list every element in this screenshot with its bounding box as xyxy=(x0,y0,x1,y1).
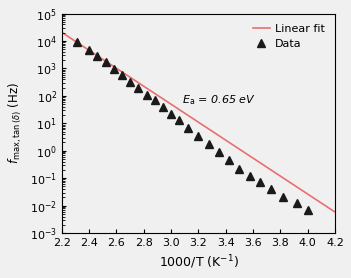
Data xyxy=(144,93,148,96)
Data xyxy=(237,167,241,170)
Linear fit xyxy=(333,210,337,214)
Data xyxy=(75,41,79,44)
Data xyxy=(87,48,91,51)
Data xyxy=(196,134,200,137)
Text: $E_{\rm a}$ = 0.65 eV: $E_{\rm a}$ = 0.65 eV xyxy=(182,93,256,107)
Data xyxy=(128,80,132,84)
Linear fit xyxy=(223,138,227,141)
Data xyxy=(153,99,157,102)
Data xyxy=(248,174,252,178)
Data xyxy=(217,150,221,154)
Data xyxy=(169,112,173,116)
Data xyxy=(185,126,190,129)
Data xyxy=(269,187,273,191)
Data xyxy=(177,118,181,122)
Data xyxy=(295,202,299,205)
X-axis label: 1000/T (K$^{-1}$): 1000/T (K$^{-1}$) xyxy=(159,254,238,271)
Y-axis label: $f_{\mathrm{max,tan}\,(\delta)}$ (Hz): $f_{\mathrm{max,tan}\,(\delta)}$ (Hz) xyxy=(7,82,24,164)
Linear fit xyxy=(307,193,312,197)
Linear fit xyxy=(290,182,294,185)
Linear fit xyxy=(61,31,65,35)
Data xyxy=(161,106,165,109)
Data xyxy=(95,54,99,58)
Data xyxy=(226,158,231,162)
Data xyxy=(112,67,116,71)
Data xyxy=(258,181,262,184)
Line: Data: Data xyxy=(73,38,312,214)
Data xyxy=(306,208,310,212)
Data xyxy=(104,60,108,64)
Data xyxy=(136,86,140,90)
Line: Linear fit: Linear fit xyxy=(62,32,335,212)
Data xyxy=(281,196,285,199)
Linear fit xyxy=(60,31,64,34)
Linear fit xyxy=(227,141,231,144)
Legend: Linear fit, Data: Linear fit, Data xyxy=(249,19,330,54)
Data xyxy=(120,74,124,77)
Linear fit xyxy=(221,137,226,140)
Data xyxy=(207,142,212,145)
